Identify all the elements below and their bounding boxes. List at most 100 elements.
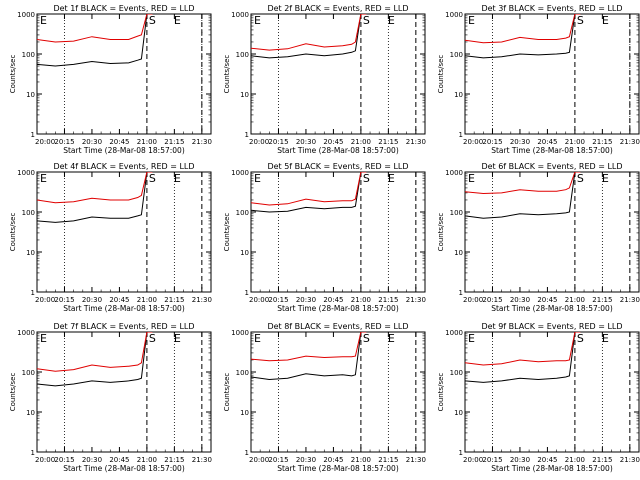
y-tick-label: 100 (450, 369, 463, 377)
x-tick-label: 20:45 (323, 138, 343, 146)
marker-letter: S (363, 172, 370, 185)
y-tick-label: 10 (26, 409, 35, 417)
x-tick-label: 21:15 (378, 138, 398, 146)
panel-title: Det 9f BLACK = Events, RED = LLD (481, 322, 622, 331)
x-tick-label: 20:45 (109, 138, 129, 146)
x-tick-label: 20:15 (54, 456, 74, 464)
x-tick-label: 21:00 (351, 296, 371, 304)
x-tick-label: 20:45 (537, 456, 557, 464)
marker-letter: S (149, 332, 156, 345)
x-tick-label: 21:30 (620, 138, 640, 146)
y-tick-label: 1000 (17, 169, 35, 177)
panel-9: Det 9f BLACK = Events, RED = LLD 1 10 100 10… (437, 322, 640, 473)
events-series-line (465, 332, 581, 383)
lld-series-line (251, 332, 367, 362)
panel-title: Det 4f BLACK = Events, RED = LLD (53, 162, 194, 171)
marker-letter: S (149, 14, 156, 27)
marker-letter: S (363, 14, 370, 27)
x-tick-label: 21:15 (164, 296, 184, 304)
events-series-line (465, 14, 581, 59)
marker-letter: S (363, 332, 370, 345)
x-tick-label: 21:30 (192, 296, 212, 304)
x-tick-label: 21:30 (192, 138, 212, 146)
x-tick-label: 20:15 (268, 296, 288, 304)
x-tick-label: 21:15 (164, 456, 184, 464)
y-axis-label: Counts/sec (9, 55, 17, 94)
lld-series-line (465, 332, 581, 366)
y-tick-label: 1 (245, 131, 249, 139)
events-series-line (251, 172, 367, 213)
plot-frame (36, 13, 212, 135)
plot-frame (464, 331, 640, 453)
x-tick-label: 21:15 (378, 456, 398, 464)
x-tick-label: 21:00 (351, 138, 371, 146)
y-tick-label: 1 (459, 449, 463, 457)
events-series-line (37, 14, 153, 67)
x-tick-label: 20:00 (463, 456, 483, 464)
marker-letter: S (577, 172, 584, 185)
x-tick-label: 20:00 (249, 296, 269, 304)
plot-frame (250, 331, 426, 453)
y-tick-label: 1000 (231, 329, 249, 337)
y-tick-label: 100 (22, 209, 35, 217)
y-tick-label: 100 (236, 51, 249, 59)
x-tick-label: 21:00 (137, 456, 157, 464)
y-tick-label: 1000 (445, 329, 463, 337)
x-tick-label: 20:15 (268, 138, 288, 146)
panel-5: Det 5f BLACK = Events, RED = LLD 1 10 100 10… (223, 162, 426, 313)
x-tick-label: 20:15 (268, 456, 288, 464)
marker-letter: E (468, 14, 475, 27)
panel-4: Det 4f BLACK = Events, RED = LLD 1 10 100 10… (9, 162, 212, 313)
plot-frame (464, 171, 640, 293)
x-tick-label: 21:15 (592, 456, 612, 464)
x-tick-label: 20:45 (323, 296, 343, 304)
y-tick-label: 100 (450, 209, 463, 217)
marker-letter: E (468, 172, 475, 185)
plot-frame (36, 331, 212, 453)
marker-letter: S (149, 172, 156, 185)
y-tick-label: 1000 (231, 169, 249, 177)
x-tick-label: 20:00 (463, 296, 483, 304)
panel-8: Det 8f BLACK = Events, RED = LLD 1 10 100 10… (223, 322, 426, 473)
y-tick-label: 100 (22, 369, 35, 377)
x-tick-label: 20:30 (296, 138, 316, 146)
y-axis-label: Counts/sec (223, 213, 231, 252)
x-tick-label: 20:15 (54, 138, 74, 146)
marker-letter: E (174, 172, 181, 185)
x-tick-label: 21:00 (137, 138, 157, 146)
y-axis-label: Counts/sec (9, 373, 17, 412)
y-tick-label: 1 (459, 289, 463, 297)
panel-6: Det 6f BLACK = Events, RED = LLD 1 10 100 10… (437, 162, 640, 313)
x-tick-label: 21:15 (164, 138, 184, 146)
y-tick-label: 1000 (445, 11, 463, 19)
plot-frame (464, 13, 640, 135)
x-tick-label: 21:30 (406, 456, 426, 464)
x-tick-label: 20:15 (54, 296, 74, 304)
x-axis-label: Start Time (28-Mar-08 18:57:00) (63, 146, 185, 155)
x-tick-label: 20:15 (482, 138, 502, 146)
marker-letter: E (174, 14, 181, 27)
x-tick-label: 21:30 (406, 138, 426, 146)
lld-series-line (251, 14, 367, 51)
marker-letter: E (174, 332, 181, 345)
panel-title: Det 7f BLACK = Events, RED = LLD (53, 322, 194, 331)
events-series-line (251, 332, 367, 381)
plot-frame (36, 171, 212, 293)
y-tick-label: 10 (26, 91, 35, 99)
lld-series-line (465, 14, 581, 44)
x-axis-label: Start Time (28-Mar-08 18:57:00) (277, 304, 399, 313)
events-series-line (37, 172, 153, 223)
x-tick-label: 20:30 (296, 296, 316, 304)
x-tick-label: 21:30 (192, 456, 212, 464)
y-axis-label: Counts/sec (437, 213, 445, 252)
y-tick-label: 1000 (231, 11, 249, 19)
y-axis-label: Counts/sec (437, 373, 445, 412)
y-axis-label: Counts/sec (437, 55, 445, 94)
panel-7: Det 7f BLACK = Events, RED = LLD 1 10 100 10… (9, 322, 212, 473)
y-tick-label: 1000 (445, 169, 463, 177)
marker-letter: E (254, 14, 261, 27)
y-tick-label: 10 (454, 249, 463, 257)
x-tick-label: 20:30 (82, 296, 102, 304)
x-axis-label: Start Time (28-Mar-08 18:57:00) (63, 304, 185, 313)
y-tick-label: 1 (31, 131, 35, 139)
